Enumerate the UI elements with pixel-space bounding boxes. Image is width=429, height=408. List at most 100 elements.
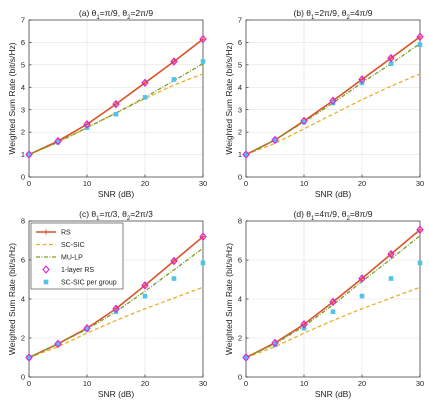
x-tick-label: 0 <box>244 379 248 388</box>
one-layer-rs-point <box>358 75 366 84</box>
legend-item: SC-SIC <box>36 242 85 249</box>
y-tick-label: 6 <box>238 256 242 265</box>
rs-point <box>330 299 336 305</box>
sc-sic-per-group-point <box>272 342 278 348</box>
y-axis-label: Weighted Sum Rate (bit/s/Hz) <box>7 42 17 154</box>
x-tick-label: 30 <box>199 379 207 388</box>
sc-sic-per-group-point <box>171 276 177 281</box>
one-layer-rs-point <box>170 256 178 266</box>
x-tick-label: 10 <box>83 179 91 188</box>
sc-sic-per-group-point <box>330 309 336 314</box>
one-layer-rs-point <box>199 232 207 241</box>
legend-label: SC-SIC <box>61 242 85 249</box>
legend-item: MU-LP <box>36 255 83 262</box>
one-layer-rs-point <box>329 297 337 307</box>
sc-sic-per-group-point <box>55 139 61 145</box>
y-tick-label: 0 <box>21 373 25 382</box>
x-tick-label: 20 <box>358 179 366 188</box>
y-tick-label: 8 <box>238 217 242 226</box>
y-tick-label: 4 <box>21 295 25 304</box>
sc-sic-per-group-point <box>272 137 278 143</box>
rs-point <box>200 36 206 42</box>
one-layer-rs-point <box>83 120 91 129</box>
y-tick-label: 0 <box>238 173 242 182</box>
legend-label: MU-LP <box>61 255 83 262</box>
y-axis-label: Weighted Sum Rate (bit/s/Hz) <box>224 42 234 154</box>
y-tick-label: 3 <box>238 105 242 114</box>
rs-point <box>388 251 394 257</box>
sc-sic-per-group-point <box>142 293 148 299</box>
one-layer-rs-point <box>54 339 62 349</box>
legend-label: 1-layer RS <box>61 267 94 274</box>
rs-point <box>417 34 423 40</box>
sc-sic-per-group-point <box>200 59 206 64</box>
x-tick-label: 30 <box>199 179 207 188</box>
y-axis-label: Weighted Sum Rate (bit/s/Hz) <box>7 243 17 355</box>
legend-marker-one-layer-rs <box>42 265 50 274</box>
one-layer-rs-point <box>416 32 424 42</box>
y-tick-label: 2 <box>238 334 242 343</box>
y-tick-label: 4 <box>238 295 242 304</box>
rs-point <box>113 101 119 107</box>
y-tick-label: 0 <box>21 173 25 182</box>
legend-marker-sc-sic-per-group <box>43 279 49 285</box>
y-tick-label: 1 <box>238 150 242 159</box>
sc-sic-per-group-point <box>330 100 336 106</box>
x-tick-label: 30 <box>416 179 424 188</box>
series-line-sc-sic <box>245 286 421 359</box>
x-tick-label: 20 <box>141 379 149 388</box>
one-layer-rs-point <box>387 249 395 259</box>
legend-item: RS <box>36 229 71 237</box>
rs-point <box>142 282 148 288</box>
panel-d: 0 10 20 30 0 2 4 6 8 SNR (dB) Weighted Sum Rate (b… <box>224 209 424 399</box>
one-layer-rs-point <box>112 304 120 313</box>
sc-sic-per-group-point <box>243 152 249 157</box>
sc-sic-per-group-point <box>142 95 148 100</box>
y-tick-label: 2 <box>21 128 25 137</box>
y-tick-label: 5 <box>238 60 242 69</box>
y-tick-label: 3 <box>21 105 25 114</box>
sc-sic-per-group-point <box>84 326 90 332</box>
panel-title: (c) θ1=π/3, θ2=2π/3 <box>79 209 153 222</box>
legend-label: RS <box>61 230 71 237</box>
y-tick-label: 4 <box>238 83 242 92</box>
sc-sic-per-group-point <box>388 61 394 67</box>
rs-point <box>359 276 365 282</box>
x-tick-label: 10 <box>300 379 308 388</box>
panel-title: (d) θ1=4π/9, θ2=8π/9 <box>294 209 373 222</box>
axes-box <box>245 19 421 178</box>
y-tick-label: 7 <box>21 16 25 25</box>
x-tick-label: 30 <box>416 379 424 388</box>
rs-point <box>142 80 148 86</box>
one-layer-rs-point <box>271 135 279 145</box>
rs-point <box>388 55 394 61</box>
one-layer-rs-point <box>416 225 424 235</box>
legend-marker-rs <box>43 229 49 235</box>
y-axis-label: Weighted Sum Rate (bit/s/Hz) <box>224 243 234 355</box>
legend-item: 1-layer RS <box>42 265 94 274</box>
x-axis-label: SNR (dB) <box>98 189 135 199</box>
y-tick-label: 8 <box>21 217 25 226</box>
x-axis-label: SNR (dB) <box>98 389 135 399</box>
panel-title: (b) θ1=2π/9, θ2=4π/9 <box>294 8 373 21</box>
rs-point <box>417 227 423 233</box>
x-axis-label: SNR (dB) <box>315 189 352 199</box>
x-tick-label: 0 <box>244 179 248 188</box>
y-tick-label: 4 <box>21 83 25 92</box>
x-tick-label: 10 <box>300 179 308 188</box>
y-tick-label: 7 <box>238 16 242 25</box>
one-layer-rs-point <box>112 99 120 109</box>
rs-point <box>200 234 206 240</box>
one-layer-rs-point <box>170 57 178 66</box>
legend-label: SC-SIC per group <box>61 280 117 287</box>
y-tick-label: 5 <box>21 60 25 69</box>
y-tick-label: 2 <box>21 334 25 343</box>
rs-point <box>171 258 177 264</box>
x-axis-label: SNR (dB) <box>315 389 352 399</box>
sc-sic-per-group-point <box>113 111 119 117</box>
sc-sic-per-group-point <box>417 42 423 47</box>
one-layer-rs-point <box>199 34 207 44</box>
sc-sic-per-group-point <box>26 152 32 157</box>
